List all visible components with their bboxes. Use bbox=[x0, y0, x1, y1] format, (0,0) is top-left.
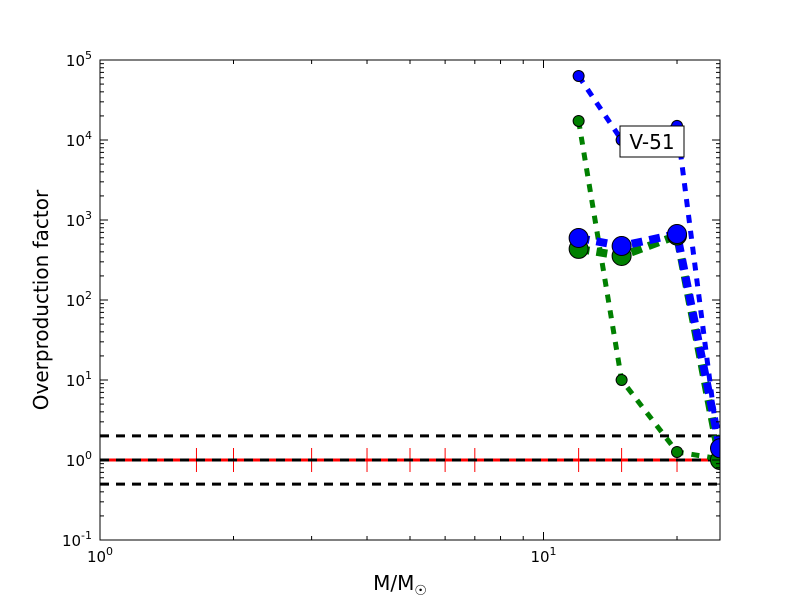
green-small-point bbox=[671, 445, 684, 458]
x-tick-label: 101 bbox=[530, 545, 556, 566]
green-small-point bbox=[572, 114, 585, 127]
y-tick-label: 105 bbox=[66, 49, 92, 70]
blue-small-line bbox=[576, 74, 720, 461]
y-tick-label: 10-1 bbox=[62, 529, 92, 550]
y-tick-label: 101 bbox=[66, 369, 92, 390]
annotation-label: V-51 bbox=[629, 130, 674, 154]
green-small-point bbox=[615, 374, 628, 386]
blue-large-point bbox=[568, 227, 589, 248]
blue-large-line bbox=[577, 229, 720, 450]
blue-large-point bbox=[611, 236, 632, 257]
y-tick-label: 103 bbox=[66, 209, 92, 230]
green-small-line bbox=[576, 120, 720, 462]
x-axis-label: M/M☉ bbox=[373, 571, 427, 599]
y-axis-label: Overproduction factor bbox=[29, 189, 53, 410]
x-tick-label: 100 bbox=[87, 545, 113, 566]
y-tick-label: 100 bbox=[66, 449, 92, 470]
y-tick-label: 104 bbox=[66, 129, 92, 150]
blue-large-point bbox=[710, 438, 720, 459]
blue-large-point bbox=[667, 224, 688, 245]
y-tick-label: 102 bbox=[66, 289, 92, 310]
annotation-box: V-51 bbox=[619, 125, 685, 158]
blue-small-point bbox=[572, 70, 585, 83]
